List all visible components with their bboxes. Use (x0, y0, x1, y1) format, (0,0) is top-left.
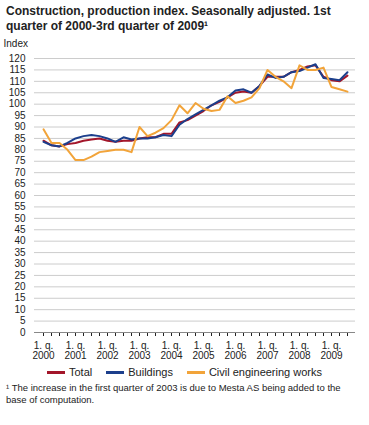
svg-text:120: 120 (9, 53, 26, 64)
svg-text:1. q.2004: 1. q.2004 (160, 340, 183, 361)
svg-text:55: 55 (14, 201, 26, 212)
svg-text:Index: Index (4, 38, 28, 49)
svg-text:15: 15 (14, 292, 26, 303)
svg-text:75: 75 (14, 155, 26, 166)
html-text:Buildings: Buildings (128, 366, 173, 378)
svg-text:1. q.2005: 1. q.2005 (192, 340, 215, 361)
html-text:Total: Total (69, 366, 93, 378)
svg-text:1. q.2006: 1. q.2006 (224, 340, 247, 361)
svg-text:25: 25 (14, 270, 26, 281)
svg-text:1. q.2008: 1. q.2008 (288, 340, 311, 361)
svg-text:90: 90 (14, 121, 26, 132)
svg-text:60: 60 (14, 190, 26, 201)
svg-text:105: 105 (9, 87, 26, 98)
svg-text:1. q.2000: 1. q.2000 (32, 340, 55, 361)
svg-text:40: 40 (14, 235, 26, 246)
svg-text:1. q.2002: 1. q.2002 (96, 340, 119, 361)
svg-text:0: 0 (20, 327, 26, 338)
html-text:Civil engineering works: Civil engineering works (208, 366, 322, 378)
svg-text:30: 30 (14, 258, 26, 269)
svg-text:20: 20 (14, 281, 26, 292)
svg-text:1. q.2009: 1. q.2009 (320, 340, 343, 361)
svg-text:110: 110 (10, 76, 26, 87)
svg-text:115: 115 (10, 64, 26, 75)
svg-text:1. q.2007: 1. q.2007 (256, 340, 279, 361)
svg-text:65: 65 (14, 178, 26, 189)
html-text:Construction, production index: Construction, production index. Seasonal… (6, 4, 331, 33)
svg-text:95: 95 (14, 110, 26, 121)
svg-text:70: 70 (14, 167, 26, 178)
svg-text:100: 100 (9, 98, 26, 109)
svg-text:85: 85 (14, 133, 26, 144)
svg-text:1. q.2001: 1. q.2001 (64, 340, 87, 361)
svg-text:5: 5 (20, 315, 26, 326)
svg-text:1. q.2003: 1. q.2003 (128, 340, 151, 361)
svg-text:35: 35 (14, 247, 26, 258)
svg-text:50: 50 (14, 213, 26, 224)
html-text:¹ The increase in the first qu: ¹ The increase in the first quarter of 2… (6, 382, 341, 405)
svg-text:80: 80 (14, 144, 26, 155)
svg-text:45: 45 (14, 224, 26, 235)
svg-text:10: 10 (14, 304, 26, 315)
